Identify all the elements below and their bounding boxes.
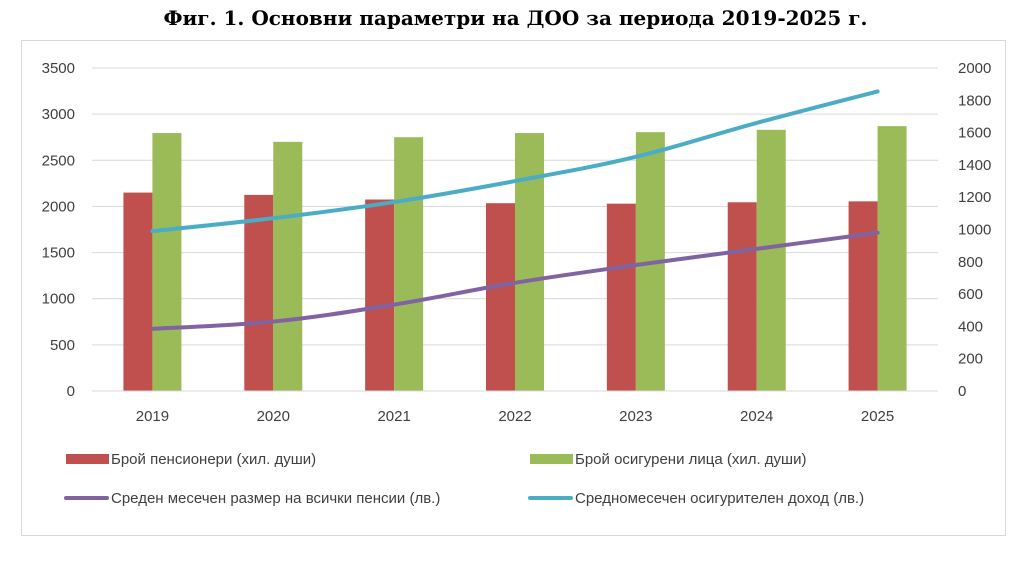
x-tick-label: 2025 [861,408,894,425]
x-tick-label: 2019 [136,408,169,425]
legend-swatch [66,454,109,464]
y-right-tick-label: 1800 [958,92,991,109]
legend-label: Брой пенсионери (хил. души) [111,451,316,468]
x-tick-label: 2021 [377,408,410,425]
y-left-tick-label: 2000 [42,198,75,215]
y-right-tick-label: 1000 [958,222,991,239]
bar-insured [394,137,424,391]
x-axis: 2019 2020 2021 2022 2023 2024 2025 [92,390,938,425]
bar-insured [515,133,544,391]
chart-title: Фиг. 1. Основни параметри на ДОО за пери… [163,6,868,30]
chart-frame [21,40,1006,536]
bar-insured [152,133,182,391]
bar-pensioners [123,192,153,391]
bar-insured [877,126,907,391]
y-axis-right: 0 200 400 600 800 1000 1200 1400 1600 1800 2000 [958,60,991,400]
x-tick-label: 2020 [257,408,290,425]
y-right-tick-label: 1600 [958,125,991,142]
x-tick-label: 2024 [740,408,773,425]
x-tick-label: 2023 [619,408,652,425]
x-tick-label: 2022 [498,408,531,425]
legend-label: Брой осигурени лица (хил. души) [575,451,806,468]
bar-group [123,126,907,392]
bar-insured [756,129,786,391]
y-right-tick-label: 2000 [958,60,991,77]
y-right-tick-label: 600 [958,286,983,303]
y-right-tick-label: 0 [958,383,966,400]
y-left-tick-label: 0 [67,383,75,400]
y-left-tick-label: 3000 [42,106,75,123]
bar-pensioners [606,203,636,391]
line-avg-income [150,89,880,234]
y-right-tick-label: 800 [958,254,983,271]
y-left-tick-label: 500 [50,337,75,354]
y-left-tick-label: 1500 [42,245,75,262]
bar-pensioners [727,202,757,391]
legend-swatch [530,454,573,464]
y-left-tick-label: 2500 [42,152,75,169]
bar-insured [273,141,303,391]
y-right-tick-label: 200 [958,351,983,368]
bar-pensioners [848,201,878,391]
legend-label: Среден месечен размер на всички пенсии (… [111,490,440,507]
line-avg-pension [150,230,880,331]
line-group [150,89,880,331]
legend-label: Средномесечен осигурителен доход (лв.) [575,490,864,507]
y-right-tick-label: 1400 [958,157,991,174]
y-right-tick-label: 1200 [958,189,991,206]
legend: Брой пенсионери (хил. души) Брой осигурен… [64,451,864,507]
y-right-tick-label: 400 [958,318,983,335]
y-left-tick-label: 3500 [42,60,75,77]
bar-pensioners [244,194,274,391]
y-left-tick-label: 1000 [42,291,75,308]
bar-pensioners [365,199,395,391]
bar-pensioners [486,203,515,391]
y-axis-left: 0 500 1000 1500 2000 2500 3000 3500 [42,60,75,400]
